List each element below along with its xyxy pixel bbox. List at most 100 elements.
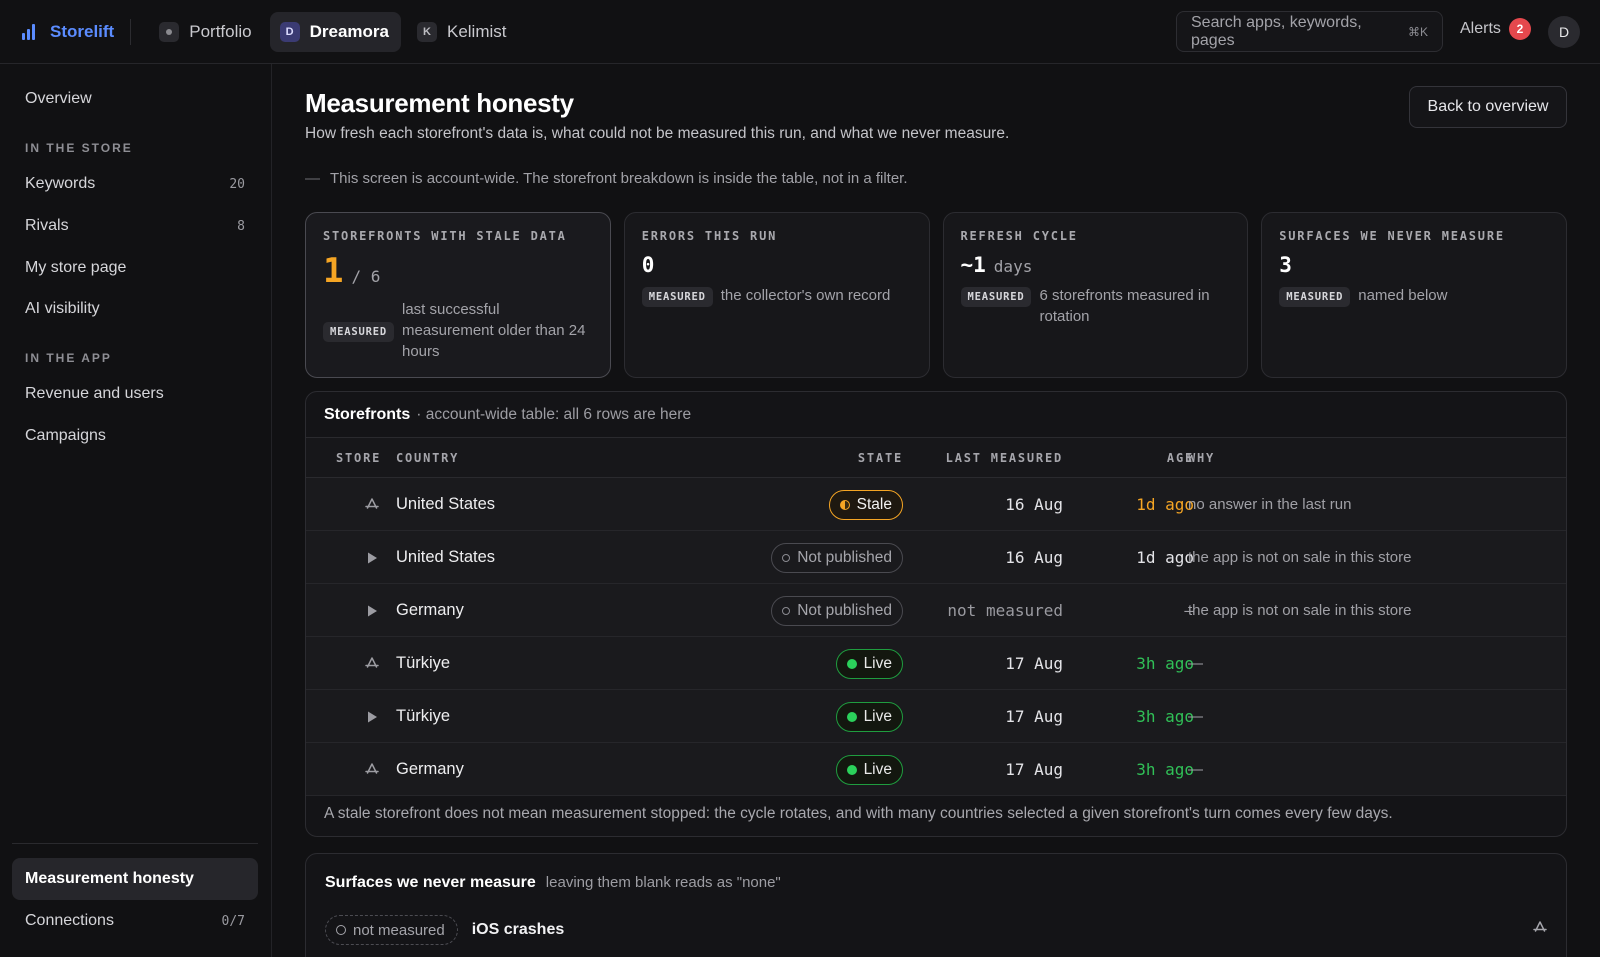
column-last-measured: LAST MEASURED (945, 451, 1063, 465)
live-dot-icon (846, 764, 857, 775)
status-label: Not published (797, 548, 892, 566)
card-value-number: 3 (1279, 253, 1292, 277)
top-bar: Storelift Portfolio D Dreamora K Kelimis… (0, 0, 1600, 64)
app-tab-portfolio[interactable]: Portfolio (149, 12, 263, 52)
sidebar: Overview IN THE STORE Keywords 20 Rivals… (0, 64, 272, 957)
search-input[interactable]: Search apps, keywords, pages ⌘K (1176, 11, 1443, 52)
age-cell: 3h ago (1136, 654, 1194, 673)
sidebar-item-overview[interactable]: Overview (12, 78, 258, 120)
card-desc: the collector's own record (720, 287, 891, 304)
table-row[interactable]: Germany Live 17 Aug 3h ago — (306, 743, 1566, 796)
back-to-overview-button[interactable]: Back to overview (1409, 86, 1567, 128)
app-tab-label: Kelimist (446, 21, 507, 41)
not-measured-badge: not measured (325, 915, 458, 945)
blocked-icon (782, 553, 791, 562)
app-tab-label: Dreamora (309, 21, 389, 41)
not-measured-label: not measured (353, 921, 445, 939)
storefronts-title: Storefronts (324, 405, 411, 423)
table-row[interactable]: United States Not published 16 Aug 1d ago th… (306, 531, 1566, 584)
card-meta: MEASURED named below (1279, 285, 1549, 307)
app-tab-kelimist[interactable]: K Kelimist (407, 12, 519, 52)
card-value-number: ~1 (960, 253, 986, 277)
last-measured-cell: 16 Aug (1005, 548, 1063, 567)
portfolio-icon (159, 21, 180, 42)
status-badge: Not published (771, 595, 903, 626)
table-row[interactable]: Germany Not published not measured — the app… (306, 584, 1566, 637)
column-country: COUNTRY (396, 451, 460, 465)
table-body: United States Stale 16 Aug 1d ago no answer … (306, 478, 1566, 796)
app-tab-dreamora[interactable]: D Dreamora (269, 11, 401, 52)
status-badge: Live (835, 648, 903, 679)
sidebar-item-ai-visibility[interactable]: AI visibility (12, 288, 258, 330)
sidebar-item-label: Measurement honesty (25, 870, 194, 887)
sidebar-item-count: 0/7 (221, 913, 245, 929)
blocked-icon (782, 606, 791, 615)
surface-name: iOS crashes (471, 921, 565, 938)
app-switcher: Portfolio D Dreamora K Kelimist (149, 11, 519, 52)
country-cell: Türkiye (396, 654, 451, 672)
card-label: REFRESH CYCLE (960, 229, 1078, 243)
play-store-icon (361, 690, 383, 743)
status-badge: Live (835, 754, 903, 785)
table-row[interactable]: Türkiye Live 17 Aug 3h ago — (306, 637, 1566, 690)
card-label: STOREFRONTS WITH STALE DATA (323, 229, 567, 243)
sidebar-item-store-page[interactable]: My store page (12, 247, 258, 289)
scope-note: — This screen is account-wide. The store… (305, 170, 908, 187)
measured-tag: MEASURED (323, 321, 394, 342)
alerts-count-badge: 2 (1508, 18, 1531, 40)
sidebar-item-connections[interactable]: Connections 0/7 (12, 900, 258, 942)
never-measured-panel: Surfaces we never measure leaving them b… (305, 853, 1567, 957)
brand[interactable]: Storelift (20, 22, 114, 42)
main-content: Measurement honesty How fresh each store… (305, 64, 1567, 957)
state-cell: Not published (771, 531, 903, 584)
sidebar-item-measurement-honesty[interactable]: Measurement honesty (12, 858, 258, 900)
status-label: Live (863, 654, 892, 672)
card-value-number: 1 (323, 251, 344, 291)
sidebar-item-campaigns[interactable]: Campaigns (12, 415, 258, 457)
alerts-button[interactable]: Alerts 2 (1460, 18, 1531, 40)
avatar[interactable]: D (1548, 16, 1580, 48)
age-cell: — (1184, 601, 1194, 620)
state-cell: Live (835, 743, 903, 796)
card-desc: 6 storefronts measured in rotation (1039, 287, 1210, 325)
age-cell: 3h ago (1136, 760, 1194, 779)
summary-cards: STOREFRONTS WITH STALE DATA 1 / 6 MEASUR… (305, 212, 1567, 378)
why-cell: no answer in the last run (1188, 496, 1352, 513)
country-cell: United States (396, 548, 496, 566)
last-measured-cell: 17 Aug (1005, 760, 1063, 779)
sidebar-item-label: My store page (25, 259, 127, 276)
app-badge: K (416, 21, 437, 42)
app-store-icon (1532, 920, 1548, 940)
status-label: Not published (797, 601, 892, 619)
divider (130, 18, 132, 45)
storefronts-footnote: A stale storefront does not mean measure… (324, 805, 1393, 822)
country-cell: Germany (396, 760, 464, 778)
last-measured-cell: not measured (947, 601, 1063, 620)
column-state: STATE (857, 451, 903, 465)
country-cell: Türkiye (396, 707, 451, 725)
scope-note-text: This screen is account-wide. The storefr… (330, 170, 908, 187)
page-title: Measurement honesty (305, 88, 574, 118)
play-store-icon (361, 531, 383, 584)
storefronts-panel: Storefronts · account-wide table: all 6 … (305, 391, 1567, 837)
status-label: Live (863, 760, 892, 778)
card-stale-storefronts: STOREFRONTS WITH STALE DATA 1 / 6 MEASUR… (305, 212, 611, 378)
age-cell: 1d ago (1136, 495, 1194, 514)
never-measured-title: Surfaces we never measure (325, 874, 536, 891)
why-cell: — (1188, 655, 1203, 672)
never-measured-header: Surfaces we never measure leaving them b… (325, 874, 781, 892)
card-value: ~1 days (961, 253, 1231, 277)
table-row[interactable]: Türkiye Live 17 Aug 3h ago — (306, 690, 1566, 743)
storefronts-header: Storefronts · account-wide table: all 6 … (306, 392, 1566, 438)
sidebar-item-keywords[interactable]: Keywords 20 (12, 163, 258, 205)
card-never-measured: SURFACES WE NEVER MEASURE 3 MEASURED nam… (1261, 212, 1567, 378)
sidebar-item-label: Campaigns (25, 427, 106, 444)
card-value-unit: days (993, 257, 1033, 276)
sidebar-item-revenue[interactable]: Revenue and users (12, 373, 258, 415)
column-why: WHY (1188, 451, 1216, 465)
app-badge: D (279, 21, 300, 42)
status-badge: Live (835, 701, 903, 732)
sidebar-item-rivals[interactable]: Rivals 8 (12, 205, 258, 247)
sidebar-section-app: IN THE APP (25, 351, 112, 365)
table-row[interactable]: United States Stale 16 Aug 1d ago no answer … (306, 478, 1566, 531)
